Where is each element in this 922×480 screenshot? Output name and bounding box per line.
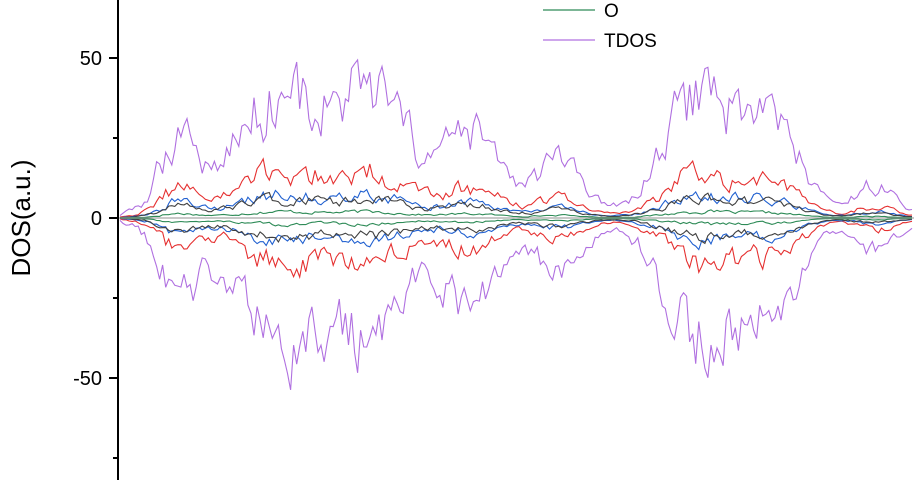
y-tick-label: 0 (91, 208, 102, 230)
series-line-1-spin-down (119, 220, 913, 391)
series-line-3-spin-down (119, 217, 913, 251)
series-line-0-spin-up (119, 209, 912, 219)
legend-label: O (604, 1, 619, 22)
series-line-3-spin-up (119, 188, 912, 219)
y-axis-label: DOS(a.u.) (6, 159, 36, 276)
y-axis-ticks: 50 0 -50 (73, 48, 118, 459)
legend: O TDOS (543, 1, 657, 52)
legend-label: TDOS (604, 31, 657, 52)
series-line-4-spin-down (119, 217, 913, 245)
series-layer (119, 58, 913, 391)
series-line-2-spin-up (119, 157, 913, 218)
y-tick-label: -50 (73, 368, 102, 390)
series-line-0-spin-down (119, 217, 913, 228)
series-line-4-spin-up (120, 191, 913, 219)
series-line-2-spin-down (119, 218, 913, 280)
y-tick-label: 50 (80, 48, 102, 70)
series-line-1-spin-up (119, 58, 913, 217)
